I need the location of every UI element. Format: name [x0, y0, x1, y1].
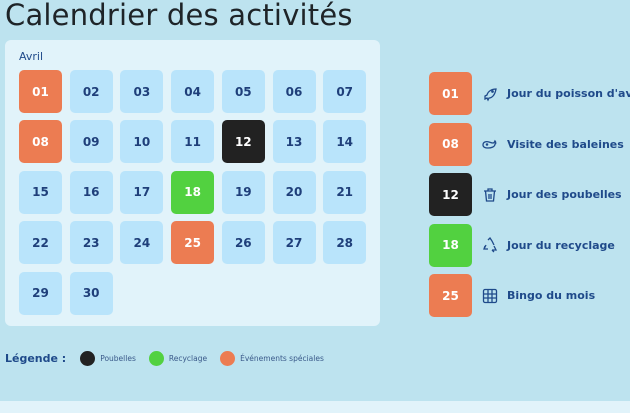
event-label: Jour des poubelles [507, 188, 622, 201]
event-label: Jour du poisson d'avril [507, 87, 630, 100]
day-cell[interactable]: 02 [69, 70, 113, 113]
legend-item-label: Événements spéciales [240, 354, 324, 363]
day-cell[interactable]: 21 [323, 170, 367, 214]
day-cell[interactable]: 03 [120, 70, 164, 113]
day-cell[interactable]: 14 [323, 120, 367, 164]
day-cell[interactable]: 08 [19, 120, 62, 164]
event-day-badge: 25 [429, 274, 472, 317]
day-cell[interactable]: 22 [19, 221, 62, 265]
event-item[interactable]: 18 Jour du recyclage [429, 223, 615, 267]
fish-icon [482, 86, 498, 102]
day-cell[interactable]: 30 [69, 271, 113, 315]
day-cell[interactable]: 07 [323, 70, 367, 113]
day-cell[interactable]: 15 [19, 170, 62, 214]
legend-dot [220, 351, 236, 366]
recycle-icon [482, 236, 498, 253]
footer-strip [0, 401, 630, 413]
event-item[interactable]: 08 Visite des baleines [429, 122, 624, 166]
day-cell[interactable]: 04 [171, 70, 215, 113]
month-label: Avril [19, 50, 44, 63]
event-label: Jour du recyclage [507, 238, 615, 252]
event-day-badge: 08 [429, 122, 472, 166]
day-cell[interactable]: 24 [120, 221, 164, 265]
event-item[interactable]: 01 Jour du poisson d'avril [429, 72, 630, 115]
legend-item-label: Poubelles [100, 354, 136, 363]
day-cell[interactable]: 19 [221, 170, 265, 214]
event-day-badge: 18 [429, 223, 472, 267]
event-item[interactable]: 12 Jour des poubelles [429, 173, 622, 216]
day-cell[interactable]: 11 [171, 120, 215, 164]
day-cell[interactable]: 06 [272, 70, 316, 113]
legend-item-label: Recyclage [168, 354, 208, 363]
legend: Légende : Poubelles Recyclage Événements s… [5, 351, 337, 366]
day-cell[interactable]: 25 [171, 221, 215, 265]
trash-icon [482, 187, 498, 203]
day-cell[interactable]: 29 [19, 271, 62, 315]
day-cell[interactable]: 16 [69, 170, 113, 214]
grid-icon [482, 288, 498, 304]
day-cell[interactable]: 12 [221, 120, 265, 164]
day-cell[interactable]: 13 [272, 120, 316, 164]
day-cell[interactable]: 28 [323, 221, 367, 265]
day-cell[interactable]: 09 [69, 120, 113, 164]
calendar-panel: Avril 01 02 03 04 05 06 07 08 09 10 11 12 13 14 15 16 17… [5, 40, 380, 326]
event-day-badge: 12 [429, 173, 472, 216]
day-cell[interactable]: 10 [120, 120, 164, 164]
legend-dot [80, 351, 96, 366]
day-cell[interactable]: 27 [272, 221, 316, 265]
day-cell[interactable]: 23 [69, 221, 113, 265]
day-cell[interactable]: 01 [19, 70, 62, 113]
event-label: Bingo du mois [507, 289, 596, 302]
day-cell[interactable]: 17 [120, 170, 164, 214]
page-title: Calendrier des activités [5, 0, 353, 32]
day-cell[interactable]: 26 [221, 221, 265, 265]
event-item[interactable]: 25 Bingo du mois [429, 274, 595, 317]
legend-title: Légende : [5, 352, 67, 365]
day-cell[interactable]: 18 [171, 170, 215, 214]
legend-dot [148, 351, 164, 366]
event-label: Visite des baleines [507, 137, 624, 151]
whale-icon [482, 136, 498, 152]
event-day-badge: 01 [429, 72, 472, 115]
day-cell[interactable]: 05 [221, 70, 265, 113]
day-cell[interactable]: 20 [272, 170, 316, 214]
